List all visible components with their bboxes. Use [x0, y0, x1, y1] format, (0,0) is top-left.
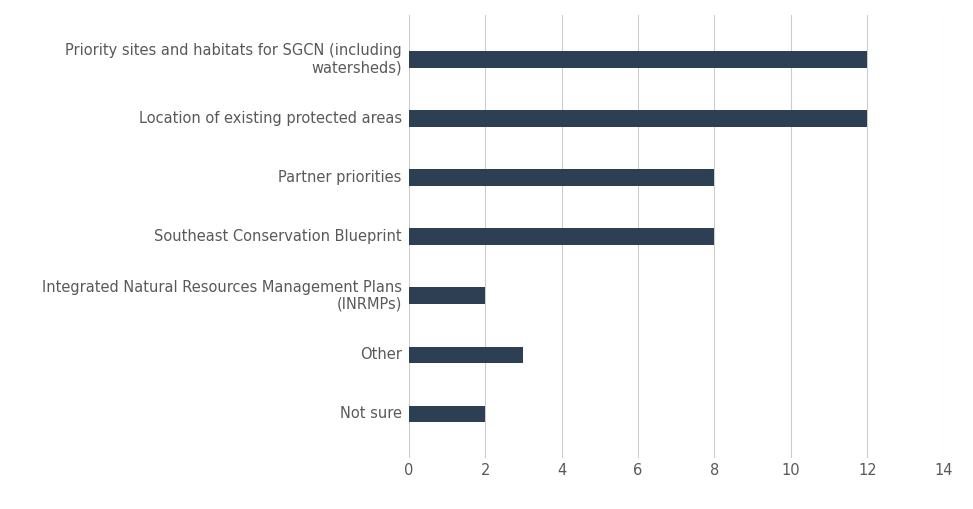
Bar: [409, 110, 867, 127]
Bar: [409, 288, 486, 304]
Bar: [409, 169, 714, 186]
Bar: [409, 406, 486, 422]
Bar: [409, 347, 523, 363]
Bar: [409, 51, 867, 68]
Bar: [409, 229, 714, 245]
